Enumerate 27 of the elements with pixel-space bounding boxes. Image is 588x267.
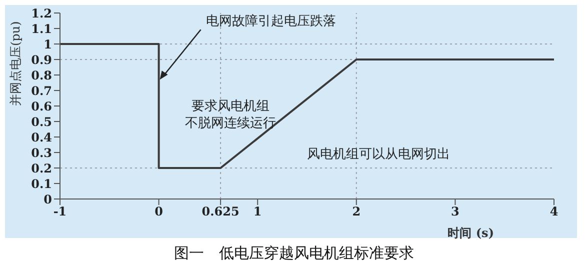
x-tick-label: -1: [53, 204, 67, 219]
y-tick-label: 0.8: [31, 68, 52, 82]
annotation: 风电机组可以从电网切出: [307, 146, 450, 163]
y-tick-label: 1: [44, 37, 52, 52]
y-tick-label: 0.3: [31, 146, 52, 160]
x-tick-label: 0.625: [202, 204, 240, 219]
annotation: 不脱网连续运行: [184, 114, 278, 132]
x-tick-label: 2: [352, 204, 361, 219]
y-tick-label: 0.1: [31, 176, 52, 191]
y-tick-label: 0.5: [31, 114, 52, 129]
y-axis-title: 并网点电压(pu): [8, 21, 22, 106]
annotation: 电网故障引起电压跌落: [206, 12, 336, 30]
x-tick-label: 1: [253, 204, 262, 219]
y-tick-label: 1.1: [31, 22, 52, 36]
x-tick-label: 4: [550, 204, 558, 219]
x-tick-label: 3: [451, 204, 460, 219]
annotation: 要求风电机组: [190, 98, 271, 115]
text: 图一 低电压穿越风电机组标准要求: [173, 244, 415, 263]
y-tick-label: 1.2: [31, 6, 52, 20]
y-tick-label: 0.7: [31, 84, 52, 98]
y-tick-label: 0: [44, 192, 52, 206]
x-tick-label: 0: [154, 204, 163, 219]
y-tick-label: 0.4: [31, 130, 52, 144]
x-axis-title: 时间 (s): [448, 226, 494, 240]
y-tick-label: 0.6: [31, 99, 52, 114]
y-tick-label: 0.9: [31, 52, 52, 67]
y-tick-label: 0.2: [31, 161, 52, 176]
